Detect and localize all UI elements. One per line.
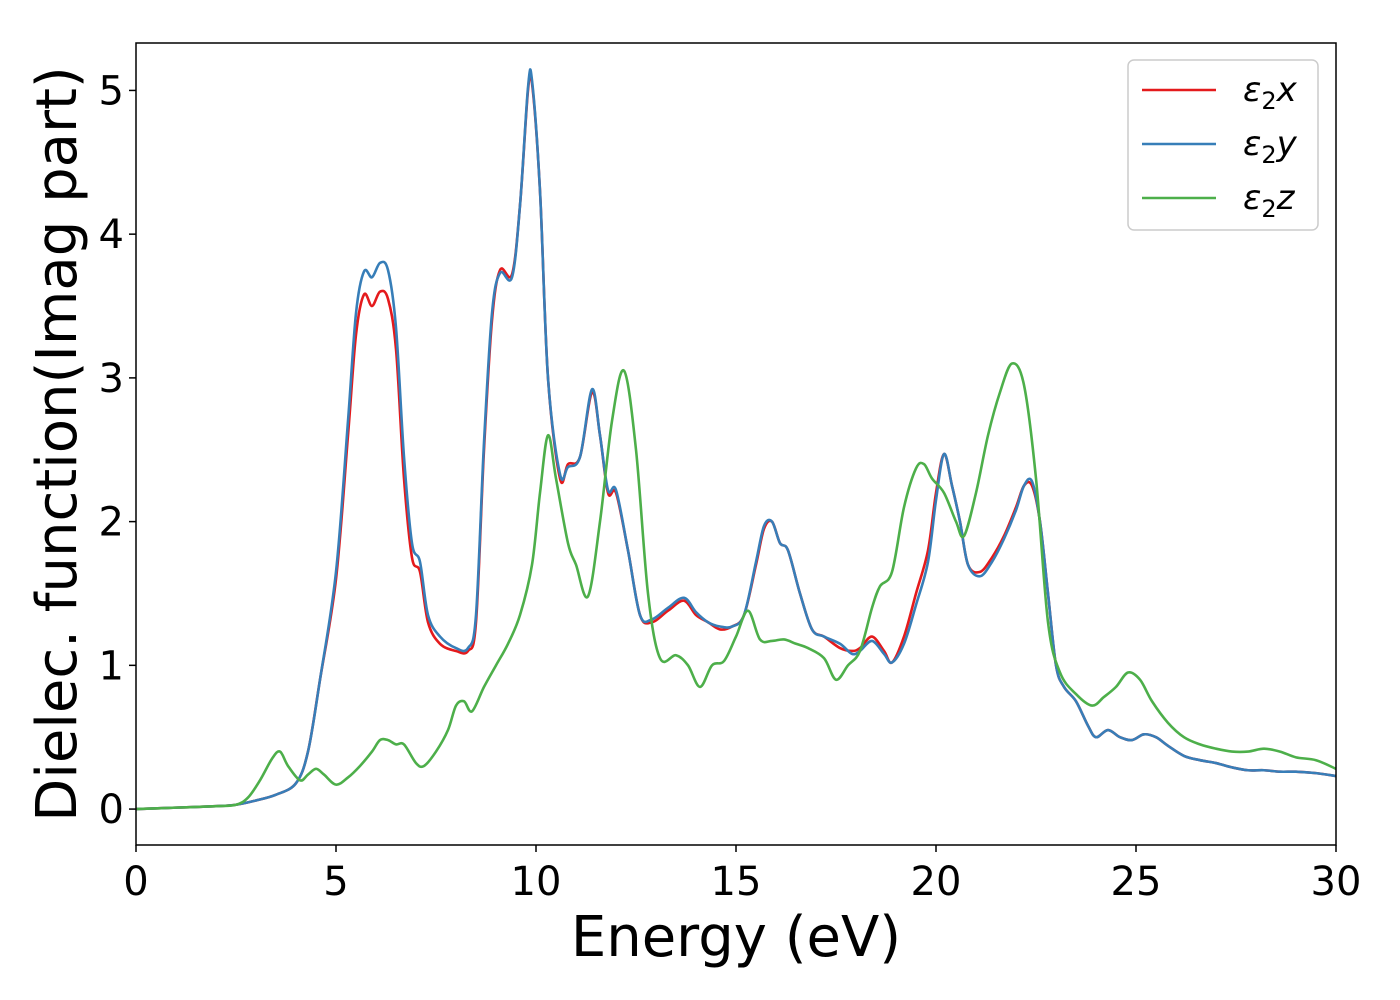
plot-lines [136, 68, 1336, 811]
y-tick-label: 5 [99, 68, 124, 114]
y-axis-ticks: 0 1 2 3 4 5 [99, 68, 136, 833]
legend-box [1127, 59, 1319, 231]
x-axis-ticks: 0 5 10 15 20 25 30 [123, 845, 1361, 905]
y-tick-label: 2 [99, 500, 124, 546]
x-tick-label: 10 [511, 859, 562, 905]
x-tick-label: 0 [123, 859, 148, 905]
y-tick-label: 3 [99, 356, 124, 402]
legend: ε2x ε2y ε2z [1127, 59, 1319, 231]
x-axis-label: Energy (eV) [571, 905, 901, 970]
y-tick-label: 4 [99, 212, 124, 258]
legend-label-y: ε2y [1243, 124, 1298, 169]
x-tick-label: 5 [323, 859, 348, 905]
x-tick-label: 20 [911, 859, 962, 905]
series-line-y [136, 68, 1336, 811]
legend-label-z: ε2z [1243, 178, 1296, 223]
y-tick-label: 0 [99, 787, 124, 833]
y-tick-label: 1 [99, 643, 124, 689]
x-tick-label: 15 [711, 859, 762, 905]
y-axis-label: Dielec. function(Imag part) [25, 66, 90, 822]
series-line-z [136, 362, 1336, 811]
x-tick-label: 25 [1111, 859, 1162, 905]
x-tick-label: 30 [1311, 859, 1362, 905]
legend-label-x: ε2x [1243, 70, 1298, 115]
